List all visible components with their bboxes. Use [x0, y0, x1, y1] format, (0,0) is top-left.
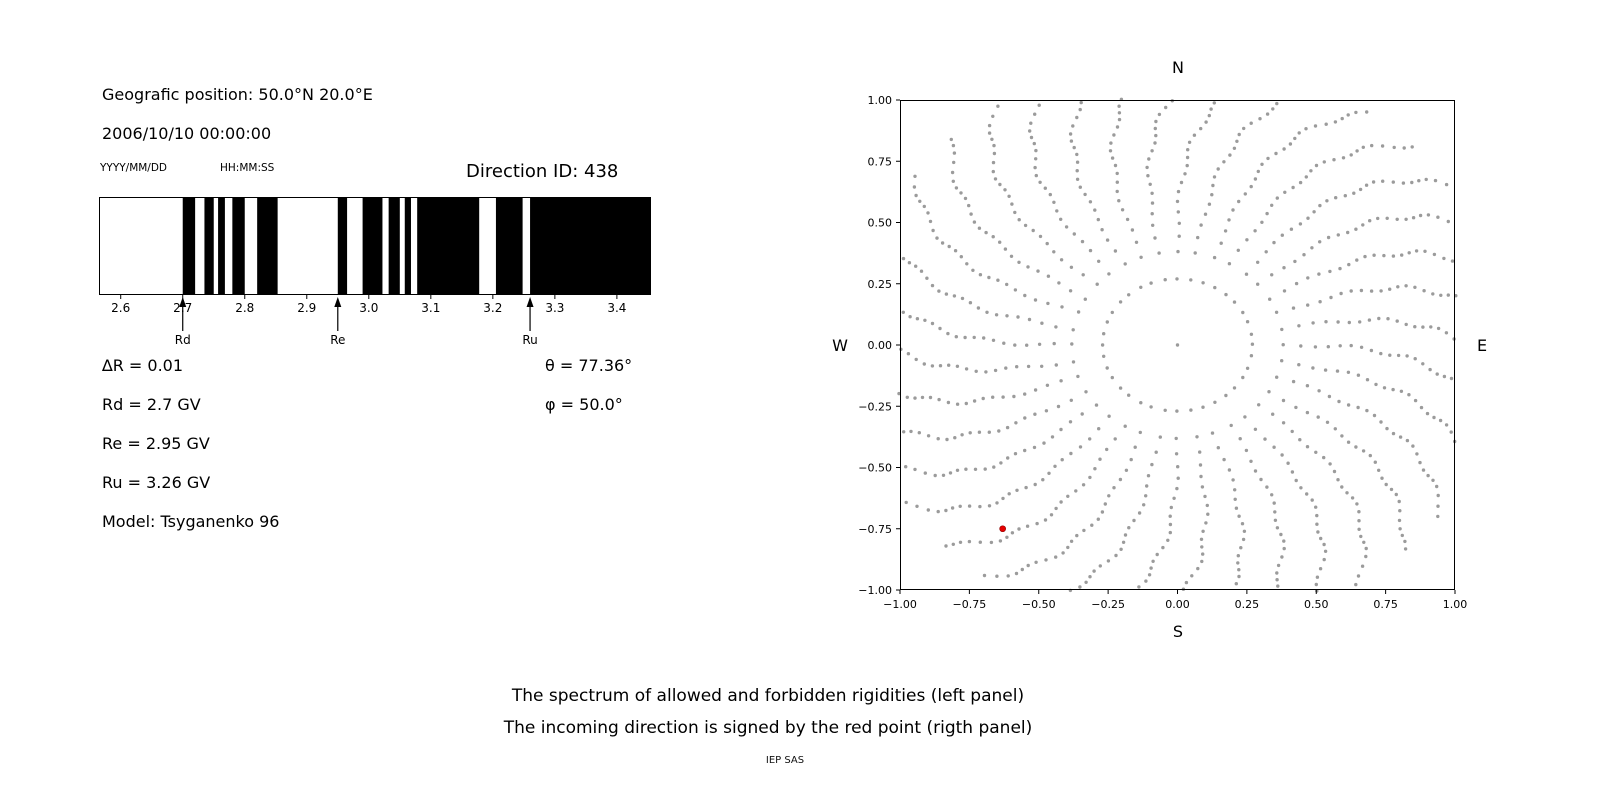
ru-label: Ru = 3.26 GV [102, 473, 211, 492]
caption-line1: The spectrum of allowed and forbidden ri… [511, 686, 1025, 706]
svg-text:2.8: 2.8 [235, 301, 254, 315]
asymptotic-directions-chart: −1.00 −0.75 −0.50 −0.25 0.00 0.25 0.50 0.75 1.00… [858, 94, 1468, 611]
svg-text:0.25: 0.25 [868, 278, 893, 291]
svg-text:2.9: 2.9 [297, 301, 316, 315]
svg-text:−1.00: −1.00 [858, 584, 892, 597]
svg-text:2.6: 2.6 [111, 301, 130, 315]
svg-text:0.25: 0.25 [1235, 598, 1260, 611]
svg-text:0.50: 0.50 [1304, 598, 1329, 611]
svg-text:3.2: 3.2 [483, 301, 502, 315]
rigidity-spectrum-chart: 2.6 2.7 2.8 2.9 3.0 3.1 3.2 3.3 3.4Rd Re Ru [99, 197, 651, 347]
svg-text:Rd: Rd [175, 333, 191, 347]
geographic-position-label: Geografic position: 50.0°N 20.0°E [102, 85, 373, 104]
svg-text:−0.50: −0.50 [1022, 598, 1056, 611]
compass-south-label: S [1172, 622, 1184, 641]
credit-label: IEP SAS [765, 755, 805, 766]
theta-label: θ = 77.36° [545, 356, 633, 375]
time-format-label: HH:MM:SS [220, 162, 275, 174]
svg-text:3.0: 3.0 [359, 301, 378, 315]
svg-text:0.00: 0.00 [868, 339, 893, 352]
svg-text:−0.75: −0.75 [953, 598, 987, 611]
model-label: Model: Tsyganenko 96 [102, 512, 280, 531]
svg-text:0.00: 0.00 [1165, 598, 1190, 611]
date-format-label: YYYY/MM/DD [100, 162, 168, 174]
svg-text:3.1: 3.1 [421, 301, 440, 315]
svg-text:−0.75: −0.75 [858, 523, 892, 536]
svg-text:3.3: 3.3 [545, 301, 564, 315]
svg-text:−0.25: −0.25 [858, 400, 892, 413]
svg-text:0.75: 0.75 [1373, 598, 1398, 611]
svg-text:Ru: Ru [522, 333, 537, 347]
compass-east-label: E [1477, 336, 1488, 355]
datetime-label: 2006/10/10 00:00:00 [102, 124, 272, 143]
compass-north-label: N [1172, 58, 1184, 77]
rd-label: Rd = 2.7 GV [102, 395, 201, 414]
compass-west-label: W [832, 336, 848, 355]
svg-text:−0.50: −0.50 [858, 462, 892, 475]
delta-r-label: ∆R = 0.01 [102, 356, 184, 375]
svg-text:−0.25: −0.25 [1091, 598, 1125, 611]
caption-line2: The incoming direction is signed by the … [503, 718, 1033, 738]
svg-text:0.50: 0.50 [868, 217, 893, 230]
direction-id-label: Direction ID: 438 [466, 161, 619, 182]
phi-label: φ = 50.0° [545, 395, 623, 414]
re-label: Re = 2.95 GV [102, 434, 210, 453]
svg-text:Re: Re [330, 333, 345, 347]
svg-text:0.75: 0.75 [868, 155, 893, 168]
svg-text:3.4: 3.4 [607, 301, 626, 315]
svg-text:−1.00: −1.00 [883, 598, 917, 611]
svg-text:1.00: 1.00 [1443, 598, 1468, 611]
svg-text:1.00: 1.00 [868, 94, 893, 107]
